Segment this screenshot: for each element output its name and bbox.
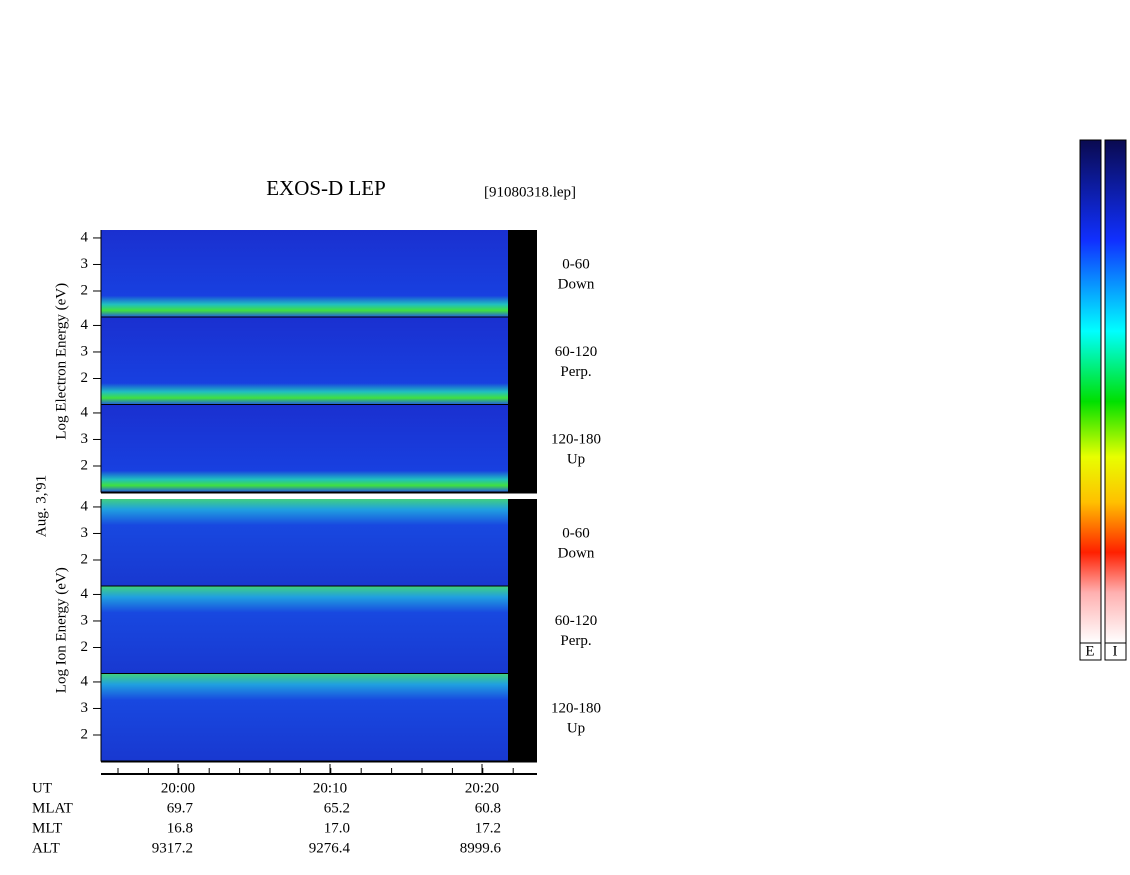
no-data [508,674,537,762]
row-value: 65.2 [324,800,350,816]
panel-label: Up [567,451,585,467]
y-tick-label: 2 [81,639,89,655]
panel-label: Perp. [560,364,591,380]
y-tick-label: 3 [81,343,89,359]
row-name: MLT [32,820,62,836]
file-name: [91080318.lep] [484,184,576,200]
panel-label: 0-60 [562,256,590,272]
y-tick-label: 4 [81,673,89,689]
row-value: 16.8 [167,820,193,836]
row-value: 60.8 [475,800,501,816]
y-tick-label: 4 [81,498,89,514]
panel-label: Up [567,720,585,736]
spectrogram [101,230,508,318]
y-tick-label: 2 [81,457,89,473]
colorbar-box [1104,642,1127,661]
row-name: UT [32,780,52,796]
no-data [508,317,537,405]
panel-label: Down [558,545,595,561]
panel-label: Down [558,276,595,292]
y-tick-label: 3 [81,256,89,272]
y-tick-label: 4 [81,317,89,333]
panel-label: 120-180 [551,700,601,716]
spectrogram [101,499,508,587]
row-value: 69.7 [167,800,194,816]
group-label: Log Electron Energy (eV) [53,283,69,440]
colorbar-label: I [1113,643,1118,659]
colorbar [1104,139,1127,644]
y-tick-label: 2 [81,551,89,567]
y-tick-label: 4 [81,404,89,420]
panel-label: Perp. [560,633,591,649]
y-tick-label: 4 [81,586,89,602]
time-label: 20:20 [465,780,499,796]
spectrogram [101,405,508,493]
y-tick-label: 2 [81,370,89,386]
no-data [508,230,537,318]
panel-label: 60-120 [555,613,598,629]
title: EXOS-D LEP [266,176,386,200]
group-label: Log Ion Energy (eV) [53,567,69,693]
spectrogram [101,317,508,405]
colorbar [1079,139,1102,644]
no-data [508,405,537,493]
row-value: 8999.6 [460,840,502,856]
row-value: 9317.2 [152,840,193,856]
colorbar-box [1079,642,1102,661]
y-tick-label: 3 [81,525,89,541]
y-tick-label: 2 [81,282,89,298]
row-value: 17.2 [475,820,501,836]
y-tick-label: 3 [81,431,89,447]
spectrogram [101,586,508,674]
y-tick-label: 3 [81,612,89,628]
row-value: 9276.4 [309,840,351,856]
row-name: ALT [32,840,60,856]
time-label: 20:00 [161,780,195,796]
time-label: 20:10 [313,780,347,796]
colorbar-label: E [1085,643,1094,659]
row-value: 17.0 [324,820,350,836]
y-tick-label: 2 [81,726,89,742]
no-data [508,586,537,674]
row-name: MLAT [32,800,73,816]
y-tick-label: 3 [81,700,89,716]
panel-label: 120-180 [551,431,601,447]
y-tick-label: 4 [81,229,89,245]
no-data [508,499,537,587]
panel-label: 0-60 [562,525,590,541]
panel-label: 60-120 [555,344,598,360]
date: Aug. 3,'91 [33,475,49,537]
spectrogram [101,674,508,762]
